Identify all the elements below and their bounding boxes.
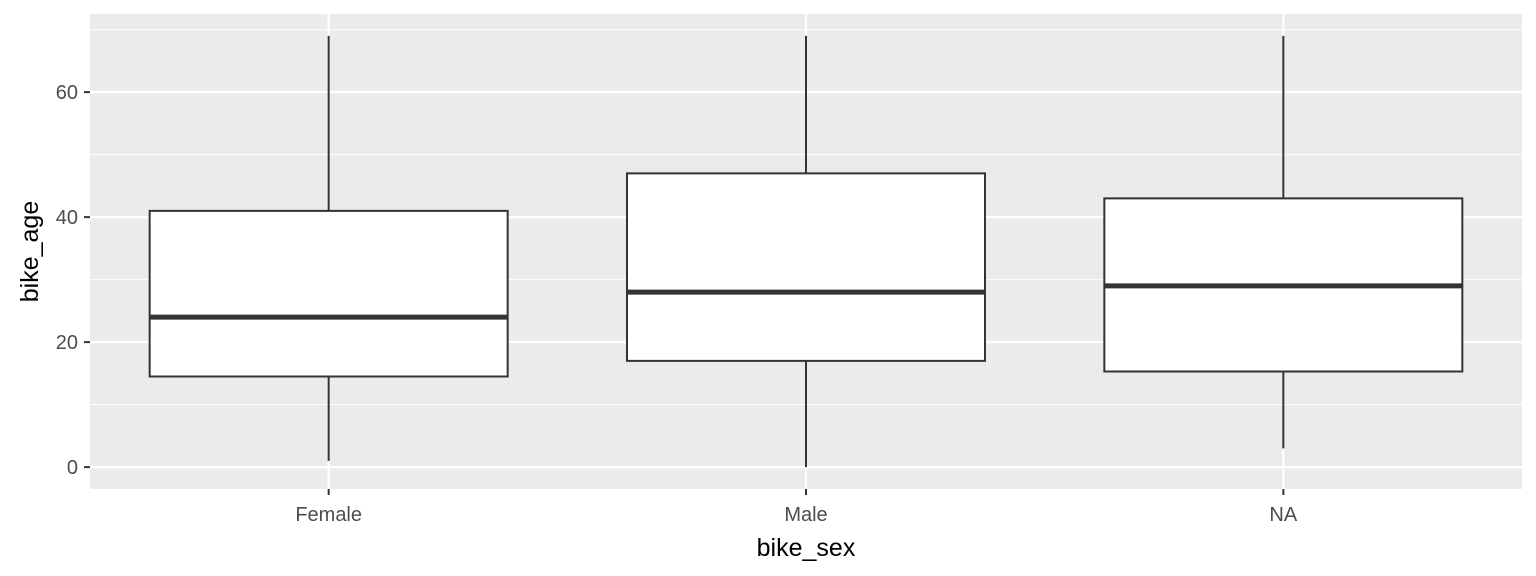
- x-axis-title: bike_sex: [757, 534, 856, 562]
- y-tick-label: 60: [56, 82, 78, 104]
- box-iqr: [626, 172, 986, 362]
- box-iqr: [148, 209, 509, 378]
- box-male: [626, 35, 986, 468]
- boxes-group: [148, 35, 1464, 468]
- x-tick-label: Male: [784, 504, 827, 526]
- y-axis-title: bike_age: [16, 201, 44, 302]
- box-female: [148, 35, 509, 461]
- x-axis: Female Male NA: [295, 489, 1298, 526]
- y-axis: 0 20 40 60: [56, 82, 90, 479]
- box-na: [1103, 35, 1464, 449]
- x-tick-label: Female: [295, 504, 362, 526]
- y-tick-label: 40: [56, 207, 78, 229]
- y-tick-label: 0: [67, 457, 78, 479]
- y-tick-label: 20: [56, 332, 78, 354]
- x-tick-label: NA: [1269, 504, 1297, 526]
